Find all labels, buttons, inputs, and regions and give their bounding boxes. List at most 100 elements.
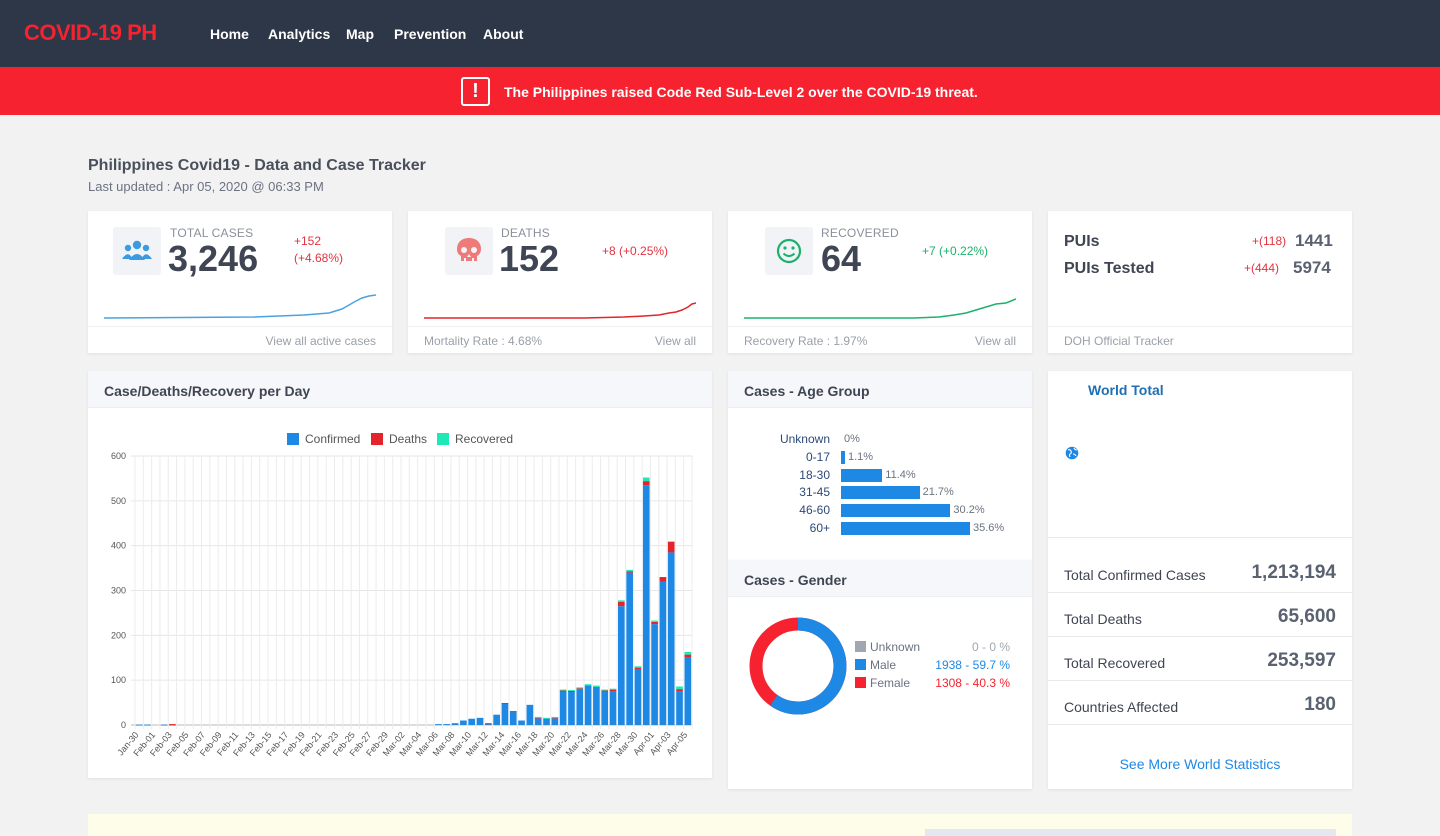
bar-recovered[interactable] bbox=[593, 685, 600, 687]
nav-prevention[interactable]: Prevention bbox=[394, 26, 467, 42]
bar-recovered[interactable] bbox=[651, 620, 658, 622]
bar-confirmed[interactable] bbox=[443, 724, 451, 726]
bar-confirmed[interactable] bbox=[642, 485, 650, 725]
world-divider bbox=[1048, 537, 1352, 538]
bar-recovered[interactable] bbox=[559, 689, 567, 691]
bar-deaths[interactable] bbox=[559, 690, 567, 692]
bar-confirmed[interactable] bbox=[568, 691, 575, 725]
legend-deaths[interactable]: Deaths bbox=[389, 432, 428, 446]
bar-confirmed[interactable] bbox=[144, 724, 151, 726]
view-active-cases-link[interactable]: View all active cases bbox=[265, 334, 377, 348]
doh-tracker-link[interactable]: DOH Official Tracker bbox=[1064, 334, 1174, 348]
age-label-unknown: Unknown bbox=[779, 432, 830, 446]
bar-confirmed[interactable] bbox=[676, 691, 683, 725]
bar-confirmed[interactable] bbox=[501, 703, 509, 725]
bar-confirmed[interactable] bbox=[526, 704, 534, 725]
y-tick-label: 100 bbox=[111, 675, 126, 685]
smile-icon bbox=[765, 227, 813, 275]
bar-confirmed[interactable] bbox=[534, 718, 542, 725]
bar-confirmed[interactable] bbox=[584, 685, 592, 725]
bar-recovered[interactable] bbox=[626, 569, 633, 572]
age-bar-18-30[interactable] bbox=[841, 468, 883, 482]
view-all-deaths-link[interactable]: View all bbox=[654, 334, 696, 348]
bar-confirmed[interactable] bbox=[609, 691, 617, 725]
bar-deaths[interactable] bbox=[634, 667, 642, 669]
bar-recovered[interactable] bbox=[576, 687, 584, 689]
legend-confirmed[interactable]: Confirmed bbox=[305, 432, 361, 446]
bar-deaths[interactable] bbox=[609, 689, 617, 692]
age-bar-31-45[interactable] bbox=[841, 486, 920, 500]
bar-recovered[interactable] bbox=[609, 688, 617, 690]
bar-deaths[interactable] bbox=[484, 723, 492, 725]
bar-confirmed[interactable] bbox=[476, 717, 484, 725]
bar-recovered[interactable] bbox=[684, 651, 692, 655]
bar-confirmed[interactable] bbox=[518, 720, 525, 725]
brand-logo[interactable]: COVID-19 PH bbox=[24, 20, 157, 45]
bar-recovered[interactable] bbox=[568, 690, 575, 692]
view-all-recovered-link[interactable]: View all bbox=[974, 334, 1016, 348]
bar-confirmed[interactable] bbox=[618, 606, 625, 725]
bar-deaths[interactable] bbox=[651, 621, 658, 625]
world-deaths-value: 65,600 bbox=[1277, 606, 1336, 627]
bar-confirmed[interactable] bbox=[651, 624, 658, 725]
bar-deaths[interactable] bbox=[568, 690, 575, 692]
age-group-header: Cases - Age Group bbox=[728, 371, 1032, 408]
total-cases-footer: View all active cases bbox=[88, 326, 392, 353]
bar-deaths[interactable] bbox=[509, 711, 517, 713]
daily-chart-title: Case/Deaths/Recovery per Day bbox=[104, 383, 311, 399]
bar-deaths[interactable] bbox=[659, 577, 667, 582]
bar-deaths[interactable] bbox=[642, 481, 650, 486]
bar-confirmed[interactable] bbox=[559, 691, 567, 725]
bar-deaths[interactable] bbox=[576, 688, 584, 690]
world-row-recovered: Total Recovered 253,597 bbox=[1048, 637, 1352, 681]
bar-confirmed[interactable] bbox=[601, 691, 609, 725]
bar-recovered[interactable] bbox=[534, 716, 542, 718]
bar-deaths[interactable] bbox=[501, 703, 509, 705]
bar-deaths[interactable] bbox=[626, 571, 633, 573]
nav-analytics[interactable]: Analytics bbox=[268, 26, 331, 42]
bar-recovered[interactable] bbox=[543, 717, 550, 719]
bar-deaths[interactable] bbox=[684, 654, 692, 658]
bar-confirmed[interactable] bbox=[684, 657, 692, 725]
bar-confirmed[interactable] bbox=[484, 723, 492, 725]
bar-confirmed[interactable] bbox=[634, 668, 642, 725]
bar-deaths[interactable] bbox=[676, 689, 683, 692]
age-value-0-17: 1.1% bbox=[847, 450, 874, 463]
bar-confirmed[interactable] bbox=[626, 572, 633, 725]
age-bar-60-[interactable] bbox=[841, 522, 970, 535]
bar-recovered[interactable] bbox=[634, 666, 642, 668]
bar-confirmed[interactable] bbox=[667, 552, 675, 725]
bar-confirmed[interactable] bbox=[135, 724, 143, 726]
bar-confirmed[interactable] bbox=[659, 581, 667, 725]
bar-recovered[interactable] bbox=[642, 477, 650, 482]
bar-recovered[interactable] bbox=[618, 600, 625, 602]
bar-confirmed[interactable] bbox=[460, 720, 467, 725]
bar-deaths[interactable] bbox=[618, 601, 625, 607]
bar-confirmed[interactable] bbox=[576, 689, 584, 725]
bar-confirmed[interactable] bbox=[551, 718, 559, 725]
bar-confirmed[interactable] bbox=[160, 724, 168, 726]
bar-confirmed[interactable] bbox=[493, 714, 500, 725]
bar-confirmed[interactable] bbox=[451, 723, 459, 725]
bar-confirmed[interactable] bbox=[543, 718, 550, 725]
legend-recovered[interactable]: Recovered bbox=[455, 432, 514, 446]
age-bar-46-60[interactable] bbox=[841, 504, 951, 518]
world-confirmed-value: 1,213,194 bbox=[1251, 562, 1336, 583]
bar-recovered[interactable] bbox=[584, 684, 592, 686]
bar-confirmed[interactable] bbox=[435, 724, 442, 726]
nav-home[interactable]: Home bbox=[210, 26, 249, 42]
bar-deaths[interactable] bbox=[667, 541, 675, 553]
bar-recovered[interactable] bbox=[601, 689, 609, 691]
nav-about[interactable]: About bbox=[483, 26, 524, 42]
bar-confirmed[interactable] bbox=[509, 711, 517, 725]
puis-delta: +(118) bbox=[1252, 234, 1287, 248]
bar-confirmed[interactable] bbox=[593, 686, 600, 725]
bar-deaths[interactable] bbox=[169, 724, 176, 726]
see-more-world-stats-link[interactable]: See More World Statistics bbox=[1119, 756, 1281, 772]
bar-confirmed[interactable] bbox=[468, 718, 476, 725]
bar-recovered[interactable] bbox=[551, 716, 559, 718]
age-bar-0-17[interactable] bbox=[841, 450, 845, 464]
bar-recovered[interactable] bbox=[676, 686, 683, 690]
nav-map[interactable]: Map bbox=[346, 26, 374, 42]
bar-deaths[interactable] bbox=[601, 690, 609, 692]
